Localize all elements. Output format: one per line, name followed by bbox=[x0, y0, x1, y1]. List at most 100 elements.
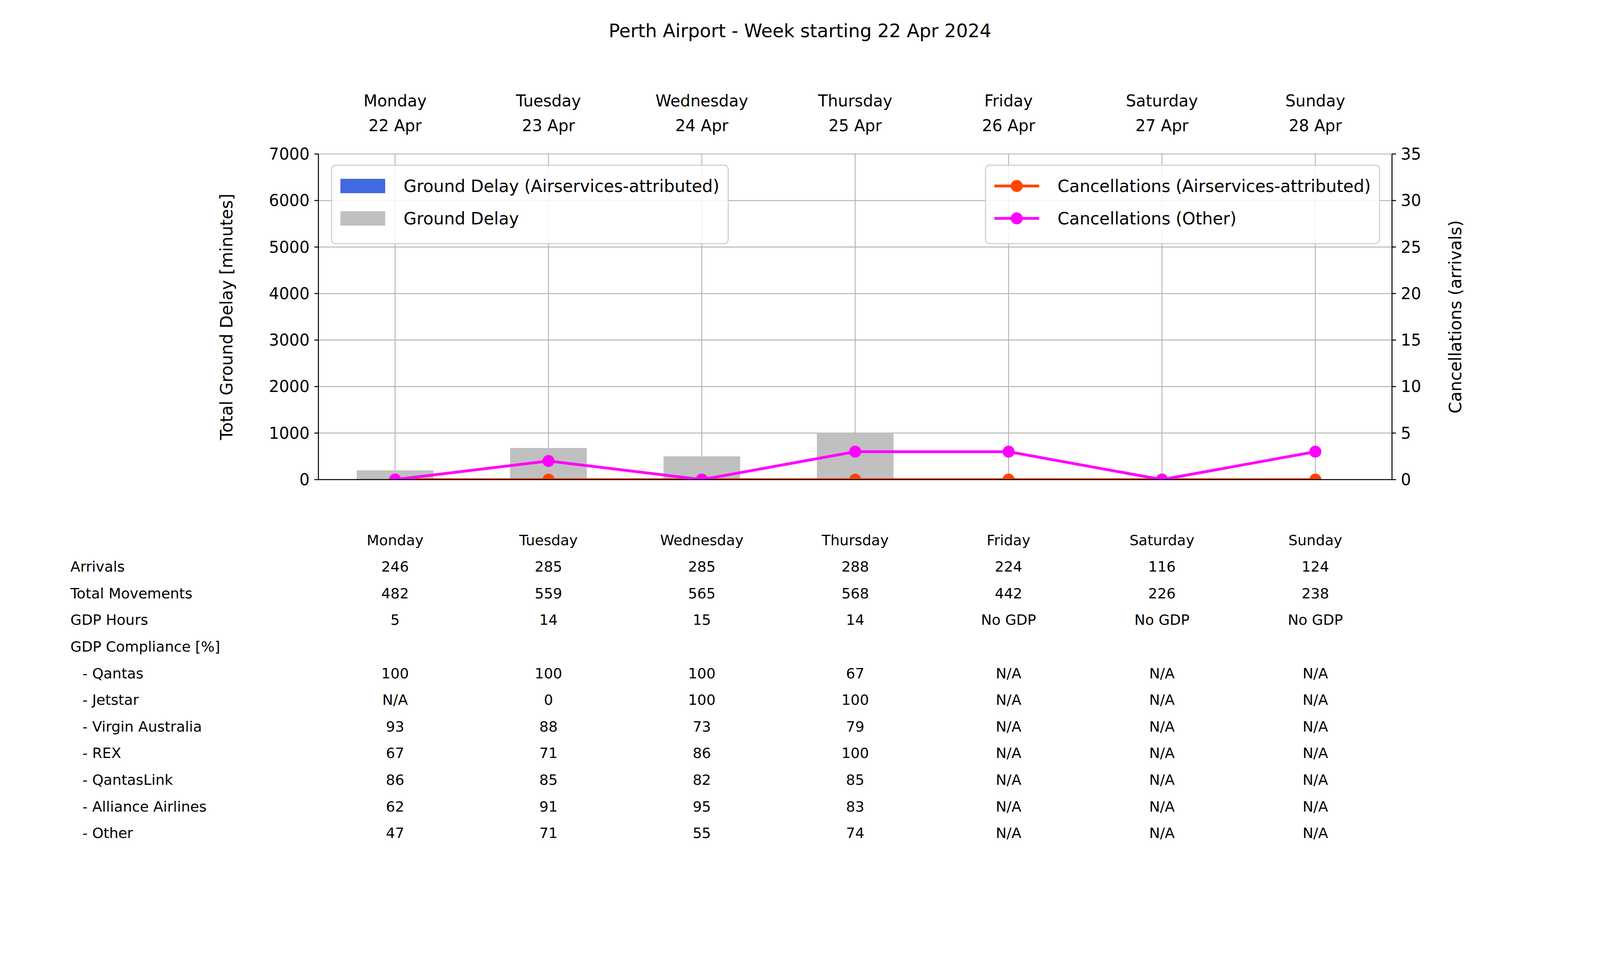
table-cell: 288 bbox=[841, 558, 870, 575]
table-row-label: GDP Compliance [%] bbox=[70, 638, 220, 655]
table-cell: N/A bbox=[1149, 771, 1175, 788]
table-cell: 71 bbox=[539, 824, 558, 842]
table-row-label: Arrivals bbox=[70, 558, 125, 575]
category-label-line: 26 Apr bbox=[982, 116, 1036, 135]
marker bbox=[1156, 473, 1168, 480]
category-label-line: 27 Apr bbox=[1135, 116, 1189, 135]
table-header: Friday bbox=[986, 532, 1031, 549]
marker bbox=[1002, 445, 1015, 458]
grid-line bbox=[854, 154, 856, 480]
table-cell: 95 bbox=[692, 798, 712, 815]
table-cell: 79 bbox=[846, 718, 865, 735]
table-cell: 82 bbox=[692, 771, 712, 788]
table-cell: 83 bbox=[846, 798, 865, 815]
tick-label: 5 bbox=[1400, 424, 1411, 443]
table-cell: N/A bbox=[1302, 665, 1328, 682]
category-label: Wednesday24 Apr bbox=[655, 91, 749, 135]
table-cell: 85 bbox=[539, 771, 558, 788]
table-cell: 73 bbox=[692, 718, 712, 735]
axis-line bbox=[318, 479, 1392, 481]
table-cell: 86 bbox=[386, 771, 405, 788]
tick-label: 7000 bbox=[268, 144, 310, 164]
tick-label: 0 bbox=[1400, 470, 1411, 489]
tick-label: 20 bbox=[1400, 284, 1422, 303]
table-cell: 568 bbox=[841, 585, 870, 602]
tick bbox=[1392, 293, 1396, 295]
axis-line bbox=[1391, 154, 1393, 480]
grid bbox=[318, 154, 1392, 480]
marker bbox=[389, 473, 402, 480]
category-label-line: 23 Apr bbox=[522, 116, 576, 135]
marker bbox=[696, 473, 708, 480]
marker bbox=[849, 473, 862, 480]
table-cell: N/A bbox=[1302, 691, 1328, 708]
tick-label: 35 bbox=[1400, 144, 1422, 164]
tick bbox=[1392, 479, 1396, 481]
table-cell: 100 bbox=[381, 665, 409, 682]
table-cell: 85 bbox=[846, 771, 865, 788]
table-cell: 285 bbox=[688, 558, 716, 575]
tick bbox=[314, 293, 319, 295]
table-row-label: Total Movements bbox=[70, 585, 193, 602]
marker bbox=[1156, 473, 1168, 480]
tick-label: 30 bbox=[1400, 191, 1422, 210]
marks bbox=[356, 433, 1322, 480]
legend-symbol bbox=[340, 178, 386, 194]
table-header: Sunday bbox=[1288, 532, 1343, 549]
tick bbox=[314, 153, 319, 155]
category-label: Friday 26 Apr bbox=[982, 91, 1036, 135]
table-cell: N/A bbox=[1149, 824, 1175, 842]
category-label-line: Thursday bbox=[817, 91, 893, 110]
table-cell: 71 bbox=[539, 744, 558, 762]
table-cell: 100 bbox=[688, 691, 716, 708]
table-cell: 67 bbox=[386, 744, 405, 762]
table-cell: N/A bbox=[1149, 744, 1175, 762]
table-cell: 482 bbox=[381, 585, 409, 602]
tick bbox=[1392, 339, 1396, 341]
table-cell: N/A bbox=[1302, 824, 1328, 842]
table-cell: 88 bbox=[539, 718, 558, 735]
tick bbox=[1392, 432, 1396, 434]
tick-label: 25 bbox=[1400, 238, 1422, 257]
table-cell: N/A bbox=[1149, 691, 1175, 708]
category-label: Thursday25 Apr bbox=[817, 91, 893, 135]
table-cell: 55 bbox=[692, 824, 712, 842]
table-cell: 285 bbox=[534, 558, 563, 575]
table-cell: No GDP bbox=[1287, 611, 1343, 628]
y2-axis-label: Cancellations (arrivals) bbox=[1445, 220, 1466, 414]
legend: Ground Delay (Airservices-attributed) Gro… bbox=[331, 165, 728, 244]
table-cell: N/A bbox=[1302, 718, 1328, 735]
category-label-line: Monday bbox=[363, 91, 427, 110]
legend-label: Ground Delay (Airservices-attributed) bbox=[403, 176, 720, 196]
y-axis-label: Total Ground Delay [minutes] bbox=[216, 193, 237, 441]
table-row-label: - Other bbox=[82, 824, 134, 842]
table-cell: 226 bbox=[1148, 585, 1176, 602]
table-row-label: - Virgin Australia bbox=[82, 718, 202, 735]
table-cell: N/A bbox=[382, 691, 408, 708]
marker bbox=[1309, 445, 1322, 458]
category-label-line: Saturday bbox=[1126, 91, 1198, 110]
tick bbox=[314, 200, 319, 202]
table-cell: N/A bbox=[996, 771, 1022, 788]
table-cell: 62 bbox=[386, 798, 405, 815]
table-cell: 100 bbox=[841, 744, 870, 762]
table-header: Saturday bbox=[1129, 532, 1195, 549]
tick-label: 15 bbox=[1400, 330, 1422, 350]
category-label-line: 28 Apr bbox=[1288, 116, 1342, 135]
table-cell: 14 bbox=[539, 611, 558, 628]
table-cell: N/A bbox=[996, 744, 1022, 762]
table-row-label: - Jetstar bbox=[82, 691, 139, 708]
table-row-label: GDP Hours bbox=[70, 611, 148, 628]
legend-symbol bbox=[340, 211, 386, 226]
legend-symbol bbox=[1010, 212, 1023, 225]
grid-line bbox=[318, 479, 1392, 480]
table-cell: N/A bbox=[1302, 744, 1328, 762]
tick-label: 1000 bbox=[268, 424, 310, 443]
table-cell: 5 bbox=[390, 611, 400, 628]
table-cell: 67 bbox=[846, 665, 865, 682]
category-label-line: Friday bbox=[984, 91, 1033, 110]
legend-label: Ground Delay bbox=[403, 208, 519, 229]
marker bbox=[542, 473, 555, 480]
axis-line bbox=[318, 154, 320, 480]
tick-label: 0 bbox=[299, 470, 310, 489]
